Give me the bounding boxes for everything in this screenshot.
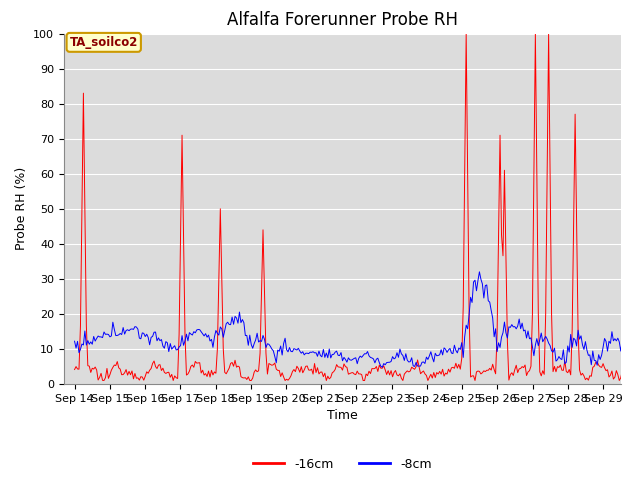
-8cm	[361, 351, 369, 357]
Legend: -16cm, -8cm: -16cm, -8cm	[248, 453, 436, 476]
-16cm	[90, 366, 97, 372]
-16cm	[100, 378, 108, 384]
-16cm	[109, 364, 116, 370]
-8cm	[378, 364, 386, 370]
-8cm	[71, 338, 79, 344]
-8cm	[474, 277, 482, 283]
-8cm	[633, 348, 640, 354]
-8cm	[90, 334, 97, 339]
-16cm	[362, 371, 370, 377]
Text: TA_soilco2: TA_soilco2	[70, 36, 138, 49]
-16cm	[635, 364, 640, 370]
-16cm	[462, 31, 470, 36]
-16cm	[633, 363, 640, 369]
Line: -16cm: -16cm	[75, 34, 639, 381]
X-axis label: Time: Time	[327, 409, 358, 422]
-16cm	[71, 367, 79, 372]
Y-axis label: Probe RH (%): Probe RH (%)	[15, 167, 28, 251]
-8cm	[559, 347, 567, 353]
Line: -8cm: -8cm	[75, 272, 639, 367]
Title: Alfalfa Forerunner Probe RH: Alfalfa Forerunner Probe RH	[227, 11, 458, 29]
-8cm	[476, 269, 483, 275]
-16cm	[559, 368, 567, 373]
-8cm	[635, 332, 640, 338]
-8cm	[108, 333, 115, 339]
-16cm	[476, 369, 483, 374]
